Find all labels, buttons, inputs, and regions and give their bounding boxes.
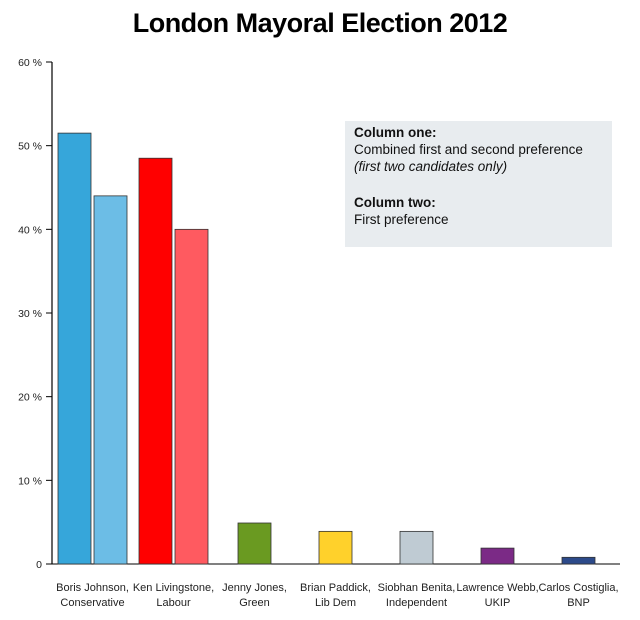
legend-column-one-desc: Combined first and second preference (354, 142, 583, 157)
bar-combined-preference (57, 132, 92, 565)
chart-title: London Mayoral Election 2012 (132, 8, 508, 38)
bar-first-preference (93, 195, 128, 565)
x-label-candidate: Ken Livingstone, (133, 582, 214, 594)
legend-column-one-heading: Column one: (354, 125, 437, 140)
bar-first-preference (480, 547, 515, 565)
x-label-party: Green (239, 597, 270, 609)
legend-box: Column one: Combined first and second pr… (345, 121, 612, 247)
bar-combined-preference (138, 157, 173, 565)
x-label-party: Conservative (60, 597, 124, 609)
bar-first-preference (237, 522, 272, 565)
y-tick-label: 50 % (18, 141, 42, 153)
bar-first-preference (318, 530, 353, 565)
x-label-party: Lib Dem (315, 597, 356, 609)
y-tick-label: 40 % (18, 224, 42, 236)
x-label-candidate: Boris Johnson, (56, 582, 129, 594)
x-label-party: Independent (386, 597, 447, 609)
y-tick-label: 0 (36, 559, 42, 571)
x-label-candidate: Siobhan Benita, (378, 582, 456, 594)
bar-first-preference (561, 556, 596, 565)
legend-column-one-note: (first two candidates only) (354, 159, 508, 174)
x-label-candidate: Jenny Jones, (222, 582, 287, 594)
x-label-party: Labour (156, 597, 191, 609)
legend-column-two-heading: Column two: (354, 195, 436, 210)
y-tick-label: 30 % (18, 308, 42, 320)
bars-group (57, 132, 596, 565)
legend-column-two-desc: First preference (354, 212, 449, 227)
x-label-candidate: Carlos Costiglia, (538, 582, 618, 594)
x-axis-labels: Boris Johnson, Conservative Ken Livingston… (56, 582, 618, 609)
y-tick-label: 10 % (18, 475, 42, 487)
bar-first-preference (174, 228, 209, 565)
x-label-candidate: Lawrence Webb, (456, 582, 538, 594)
x-label-candidate: Brian Paddick, (300, 582, 371, 594)
bar-first-preference (399, 530, 434, 565)
x-label-party: BNP (567, 597, 590, 609)
y-tick-label: 60 % (18, 57, 42, 69)
y-axis-ticks: 0 10 % 20 % 30 % 40 % 50 % 60 % (18, 57, 52, 571)
y-tick-label: 20 % (18, 392, 42, 404)
x-label-party: UKIP (485, 597, 511, 609)
